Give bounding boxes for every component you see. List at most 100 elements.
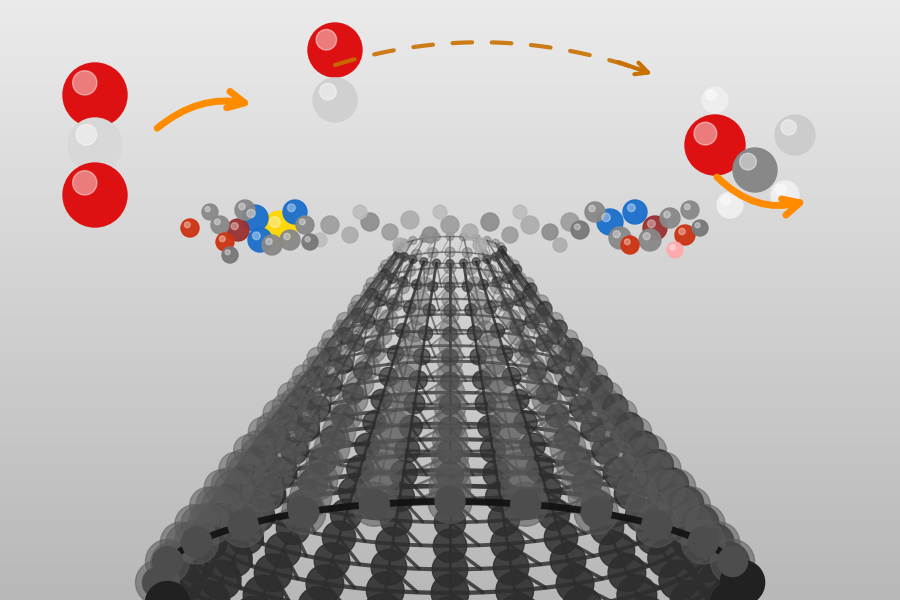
Circle shape <box>497 250 505 257</box>
Circle shape <box>196 487 231 522</box>
Bar <box>0 450 900 457</box>
Circle shape <box>338 385 368 414</box>
Bar <box>0 525 900 533</box>
Circle shape <box>556 565 594 600</box>
Circle shape <box>331 404 355 428</box>
Circle shape <box>679 228 685 235</box>
Circle shape <box>673 523 710 560</box>
Circle shape <box>521 216 539 234</box>
Circle shape <box>537 301 552 316</box>
Circle shape <box>526 455 554 482</box>
Circle shape <box>288 204 295 212</box>
Circle shape <box>364 341 382 357</box>
Bar <box>0 270 900 277</box>
Circle shape <box>306 565 344 600</box>
Circle shape <box>418 277 433 292</box>
Circle shape <box>376 319 390 334</box>
Circle shape <box>211 216 229 234</box>
Circle shape <box>688 527 718 557</box>
Circle shape <box>538 400 570 431</box>
Circle shape <box>491 253 500 261</box>
Circle shape <box>300 219 305 225</box>
Circle shape <box>334 355 353 374</box>
Circle shape <box>470 292 486 308</box>
Circle shape <box>592 437 619 464</box>
Circle shape <box>411 250 422 259</box>
Circle shape <box>63 63 127 127</box>
Circle shape <box>615 478 645 509</box>
Bar <box>0 577 900 585</box>
Circle shape <box>681 520 725 564</box>
Bar <box>0 390 900 397</box>
Circle shape <box>491 280 505 294</box>
Bar <box>0 547 900 555</box>
Circle shape <box>322 521 356 554</box>
Circle shape <box>642 510 671 540</box>
Bar <box>0 113 900 120</box>
Circle shape <box>639 229 661 251</box>
Circle shape <box>181 505 219 542</box>
Circle shape <box>395 242 403 251</box>
Circle shape <box>278 406 302 431</box>
Circle shape <box>623 417 652 446</box>
Circle shape <box>302 357 323 378</box>
Circle shape <box>227 219 249 241</box>
Circle shape <box>337 313 353 329</box>
Circle shape <box>347 335 364 351</box>
Circle shape <box>216 233 234 251</box>
Circle shape <box>510 284 524 298</box>
Circle shape <box>721 560 764 600</box>
Circle shape <box>514 411 537 434</box>
Circle shape <box>395 280 410 294</box>
Bar <box>0 345 900 352</box>
Circle shape <box>513 205 527 219</box>
Bar <box>0 473 900 480</box>
Circle shape <box>320 376 341 397</box>
Bar <box>0 173 900 180</box>
Circle shape <box>635 464 666 496</box>
Circle shape <box>232 596 274 600</box>
Circle shape <box>248 445 277 474</box>
Circle shape <box>150 542 193 584</box>
Circle shape <box>441 372 459 391</box>
Circle shape <box>635 435 666 466</box>
Circle shape <box>648 470 686 508</box>
Circle shape <box>525 289 539 303</box>
Circle shape <box>775 184 786 195</box>
Circle shape <box>184 222 190 228</box>
Circle shape <box>590 511 624 545</box>
Circle shape <box>514 294 526 306</box>
Circle shape <box>496 438 534 476</box>
Circle shape <box>400 415 422 438</box>
Circle shape <box>364 299 382 316</box>
Circle shape <box>599 440 634 476</box>
Circle shape <box>585 202 605 222</box>
Circle shape <box>82 185 117 221</box>
Circle shape <box>73 71 97 95</box>
Circle shape <box>281 437 308 464</box>
Circle shape <box>483 365 510 392</box>
Circle shape <box>488 394 519 425</box>
Circle shape <box>235 200 255 220</box>
Circle shape <box>608 554 645 592</box>
Bar <box>0 337 900 345</box>
Circle shape <box>255 478 285 509</box>
Circle shape <box>702 87 728 113</box>
Circle shape <box>175 542 214 582</box>
Circle shape <box>439 320 461 340</box>
Circle shape <box>188 581 230 600</box>
Bar <box>0 517 900 525</box>
Circle shape <box>532 385 562 414</box>
Circle shape <box>710 96 724 110</box>
Circle shape <box>294 416 320 442</box>
Circle shape <box>670 245 675 250</box>
Circle shape <box>182 527 212 557</box>
Circle shape <box>547 313 563 329</box>
Bar <box>0 352 900 360</box>
Circle shape <box>221 503 266 547</box>
Circle shape <box>248 417 277 446</box>
Circle shape <box>214 539 252 577</box>
Circle shape <box>504 482 548 526</box>
Circle shape <box>366 289 378 301</box>
Bar <box>0 30 900 37</box>
